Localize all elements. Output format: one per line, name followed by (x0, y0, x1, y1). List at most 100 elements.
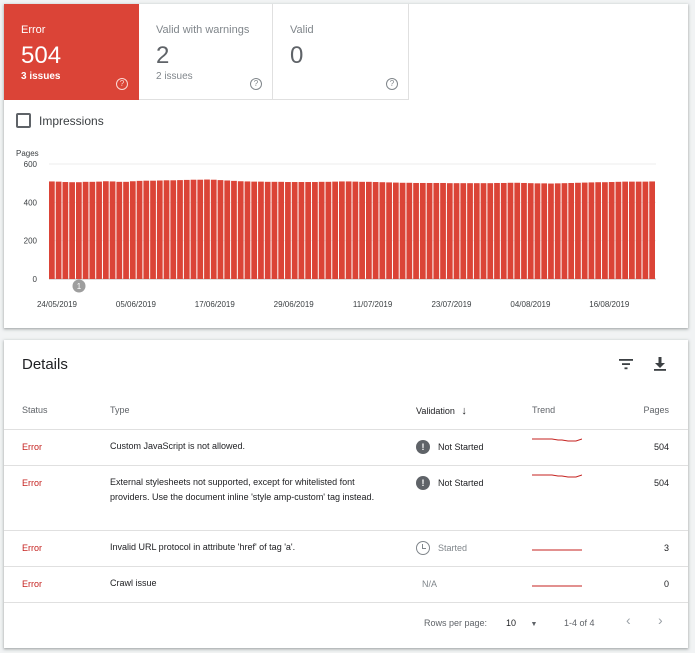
status-cell: Error (22, 442, 42, 452)
chart-bar (231, 180, 237, 279)
impressions-checkbox[interactable]: Impressions (16, 113, 104, 128)
chart-bar (534, 183, 541, 279)
error-tile-value: 504 (21, 42, 62, 69)
chart-bar (554, 183, 561, 279)
divider (4, 465, 688, 466)
chart-bar (197, 179, 204, 279)
status-cell: Error (22, 478, 42, 488)
x-tick-label: 05/06/2019 (116, 300, 157, 309)
type-cell: Invalid URL protocol in attribute 'href'… (110, 542, 296, 552)
valid-tile[interactable]: Valid 0 ? (273, 4, 409, 100)
chart-bar (379, 182, 386, 279)
column-trend[interactable]: Trend (532, 405, 556, 415)
chart-bar (75, 182, 82, 279)
chart-bar (548, 183, 554, 279)
chart-bar (244, 181, 251, 279)
sort-arrow-icon[interactable]: ↓ (461, 405, 467, 417)
chart-bar (426, 182, 433, 279)
y-tick-label: 600 (24, 160, 38, 169)
chart-bar (96, 181, 102, 279)
pages-cell: 0 (663, 579, 669, 589)
exclamation-icon: ! (416, 476, 430, 490)
chart-bar (413, 182, 419, 279)
dropdown-arrow-icon: ▼ (530, 621, 538, 628)
chart-bar (339, 181, 345, 279)
help-icon[interactable]: ? (386, 78, 398, 90)
divider (4, 429, 688, 430)
chart-bar (116, 181, 123, 279)
chart-bar (204, 179, 210, 279)
chart-bar (129, 181, 136, 279)
warnings-tile-issues: 2 issues (156, 71, 193, 82)
column-validation[interactable]: Validation ↓ (416, 405, 467, 417)
chart-bar (69, 182, 75, 279)
column-type[interactable]: Type (110, 405, 130, 415)
chart-bar (190, 179, 197, 279)
chart-bars (49, 179, 655, 279)
download-icon[interactable] (650, 354, 670, 374)
help-icon[interactable]: ? (250, 78, 262, 90)
chart-bar (608, 182, 615, 279)
next-page-icon[interactable]: › (658, 612, 663, 628)
x-axis-labels: 24/05/2019 05/06/2019 17/06/2019 29/06/2019… (37, 300, 630, 309)
chart-bar (170, 180, 177, 279)
status-cell: Error (22, 579, 42, 589)
error-tile-issues: 3 issues (21, 71, 61, 82)
chart-bar (210, 179, 217, 279)
type-cell: External stylesheets not supported, exce… (110, 477, 375, 502)
chart-bar (581, 182, 588, 279)
chart-bar (399, 182, 406, 279)
chart-bar (177, 180, 183, 279)
column-pages[interactable]: Pages (643, 405, 669, 415)
chart-bar (575, 182, 581, 279)
x-tick-label: 23/07/2019 (431, 300, 472, 309)
chart-bar (291, 182, 298, 279)
error-tile[interactable]: Error 504 3 issues ? (4, 4, 139, 100)
chart-bar (224, 180, 231, 279)
chart-bar (642, 181, 649, 279)
chart-bar (312, 182, 318, 279)
checkbox-icon[interactable] (16, 113, 31, 128)
type-cell: Crawl issue (110, 578, 157, 588)
chart-bar (372, 182, 379, 279)
filter-icon[interactable] (616, 354, 636, 374)
chart-bar (622, 181, 629, 279)
chart-bar (365, 181, 372, 279)
chart-bar (386, 182, 392, 279)
warnings-tile[interactable]: Valid with warnings 2 2 issues ? (139, 4, 273, 100)
chart-bar (500, 182, 507, 279)
chart-bar (318, 181, 325, 279)
validation-cell: Started (416, 541, 467, 555)
details-title: Details (22, 356, 68, 373)
valid-tile-value: 0 (290, 42, 304, 69)
help-icon[interactable]: ? (116, 78, 128, 90)
chart-bar (392, 182, 399, 279)
chart-bar (473, 183, 480, 279)
divider (4, 566, 688, 567)
chart-bar (446, 183, 453, 279)
chart-bar (55, 181, 62, 279)
error-tile-label: Error (21, 24, 46, 36)
warnings-tile-value: 2 (156, 42, 170, 69)
prev-page-icon[interactable]: ‹ (626, 612, 631, 628)
validation-cell: ! Not Started (416, 476, 484, 490)
x-tick-label: 16/08/2019 (589, 300, 630, 309)
chart-bar (494, 182, 500, 279)
type-cell: Custom JavaScript is not allowed. (110, 441, 246, 451)
chart-bar (467, 183, 473, 279)
rows-per-page-value: 10 (506, 618, 517, 628)
rows-per-page-select[interactable]: 10 ▼ (506, 618, 537, 628)
validation-label: Started (438, 543, 468, 553)
x-tick-label: 29/06/2019 (274, 300, 315, 309)
column-status[interactable]: Status (22, 405, 48, 415)
chart-bar (541, 183, 548, 279)
annotation-marker[interactable]: 1 (72, 279, 86, 293)
chart-bar (521, 182, 527, 279)
divider (4, 602, 688, 603)
chart-bar (568, 182, 575, 279)
y-tick-label: 200 (24, 237, 38, 246)
chart-bar (237, 181, 244, 279)
chart-bar (514, 182, 521, 279)
x-tick-label: 24/05/2019 (37, 300, 78, 309)
chart-bar (264, 181, 271, 279)
